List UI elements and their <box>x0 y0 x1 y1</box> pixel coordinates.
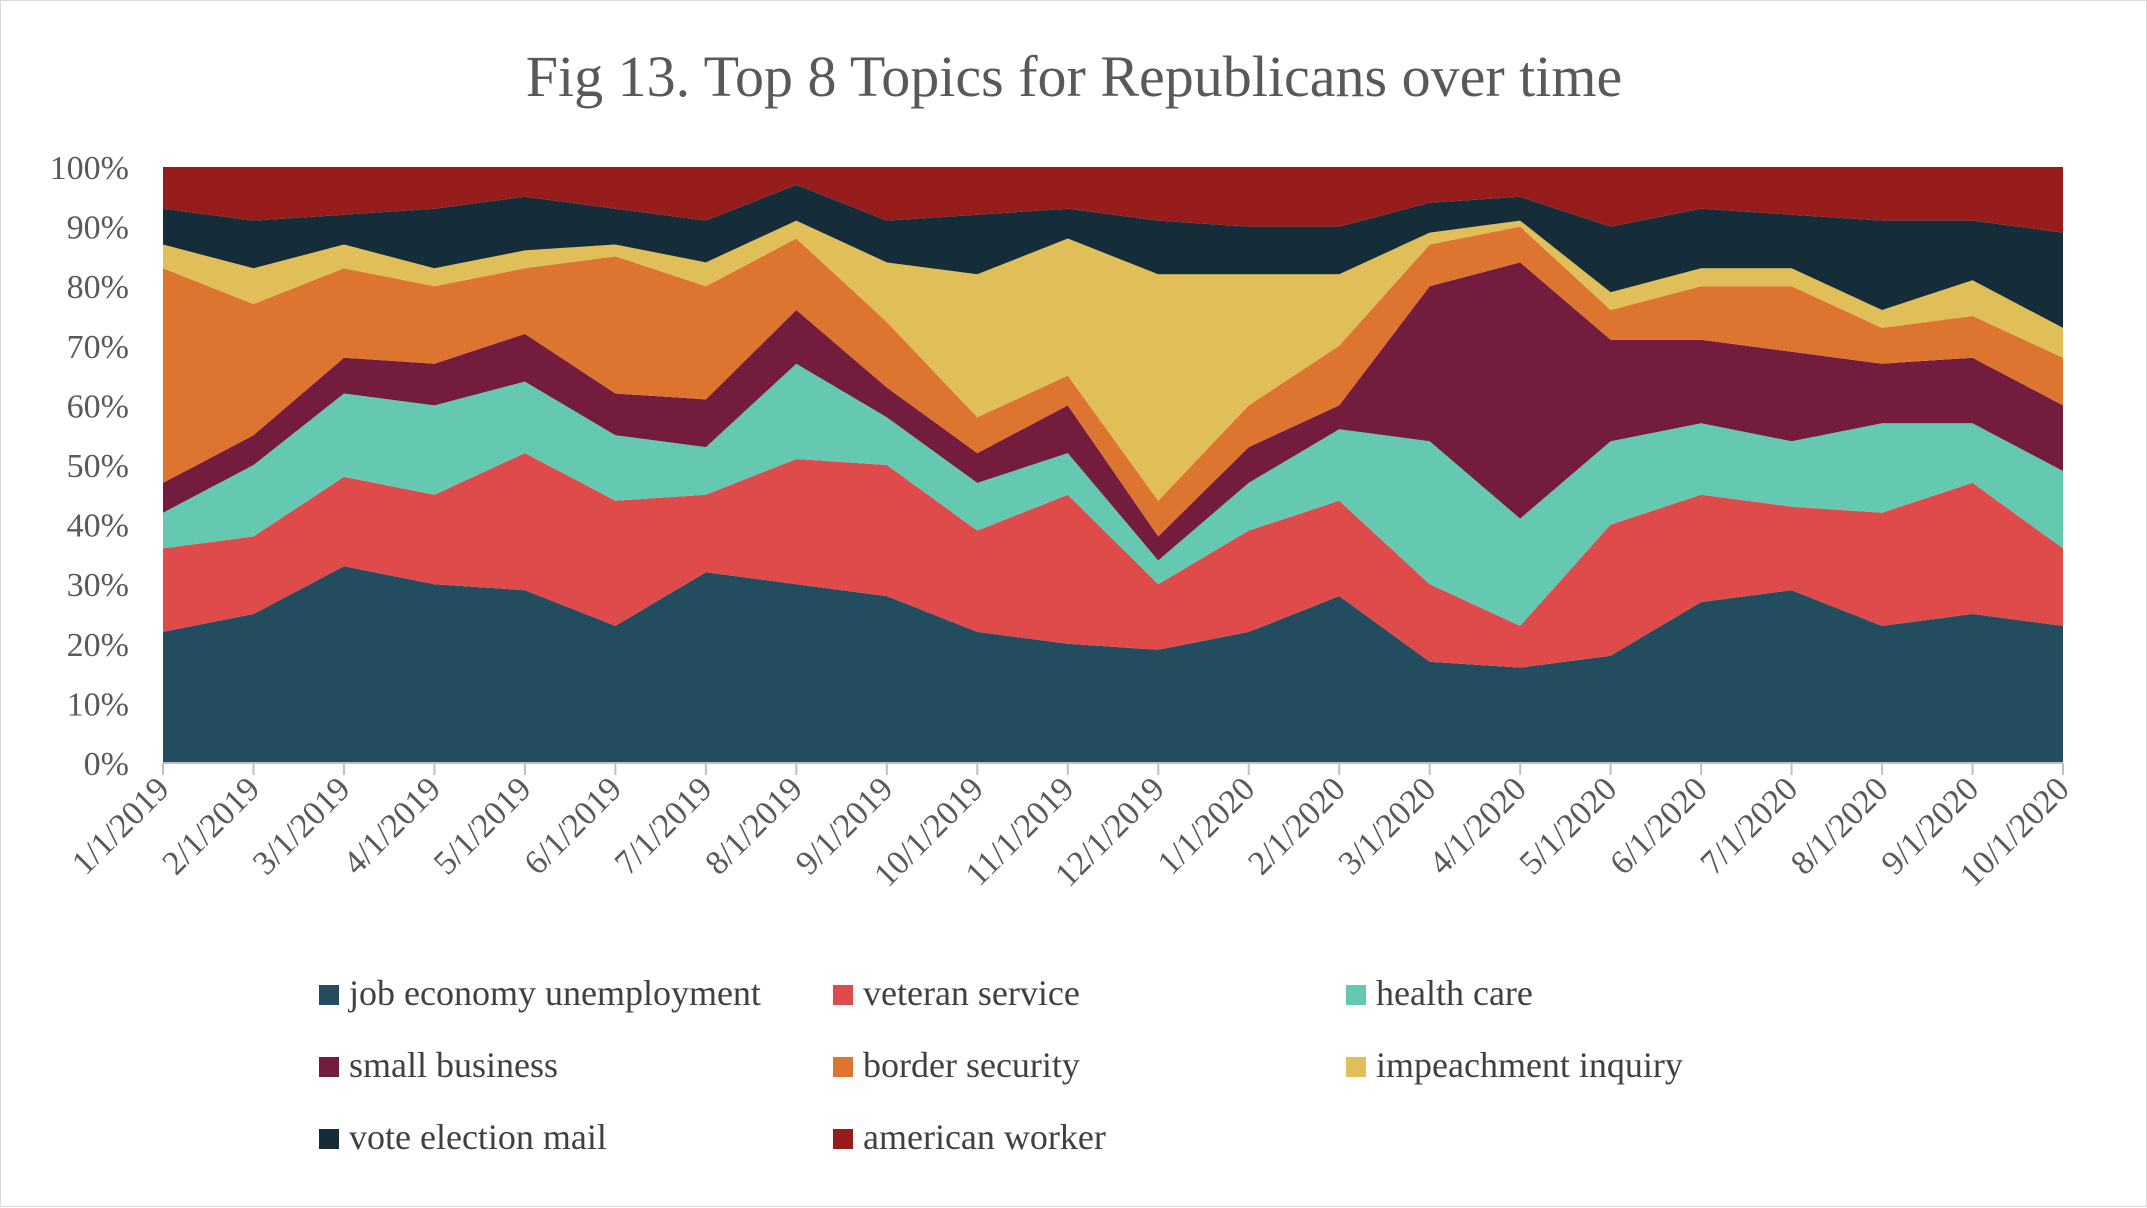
y-tick-label: 50% <box>67 448 129 485</box>
legend-label-veteran-service: veteran service <box>863 973 1080 1013</box>
x-tick-label: 6/1/2019 <box>517 770 629 882</box>
y-tick-label: 40% <box>67 508 129 545</box>
area-veteran-service <box>163 453 2063 668</box>
legend-swatch-veteran-service <box>833 985 853 1005</box>
x-tick-label: 5/1/2019 <box>427 770 539 882</box>
y-tick-label: 10% <box>67 686 129 723</box>
x-tick-label: 2/1/2019 <box>155 770 267 882</box>
x-tick-label: 4/1/2020 <box>1422 770 1534 882</box>
area-impeachment-inquiry <box>163 220 2063 501</box>
legend-swatch-small-business <box>319 1057 339 1077</box>
y-tick-label: 90% <box>67 210 129 247</box>
legend-swatch-job-economy-unemployment <box>319 985 339 1005</box>
legend-label-american-worker: american worker <box>863 1117 1106 1157</box>
y-tick-label: 60% <box>67 388 129 425</box>
legend-label-job-economy-unemployment: job economy unemployment <box>347 973 761 1013</box>
area-small-business <box>163 262 2063 561</box>
legend-label-border-security: border security <box>863 1045 1080 1085</box>
x-tick-label: 3/1/2020 <box>1332 770 1444 882</box>
x-tick-label: 5/1/2020 <box>1513 770 1625 882</box>
legend-label-vote-election-mail: vote election mail <box>349 1117 607 1157</box>
area-health-care <box>163 363 2063 626</box>
legend-label-small-business: small business <box>349 1045 558 1085</box>
y-tick-label: 30% <box>67 567 129 604</box>
y-tick-label: 20% <box>67 627 129 664</box>
area-american-worker <box>163 167 2063 233</box>
legend-swatch-vote-election-mail <box>319 1129 339 1149</box>
x-tick-label: 8/1/2019 <box>698 770 810 882</box>
legend-label-health-care: health care <box>1376 973 1533 1013</box>
area-border-security <box>163 226 2063 537</box>
x-tick-label: 7/1/2019 <box>608 770 720 882</box>
x-tick-label: 2/1/2020 <box>1241 770 1353 882</box>
legend-label-impeachment-inquiry: impeachment inquiry <box>1376 1045 1683 1085</box>
legend-swatch-border-security <box>833 1057 853 1077</box>
y-tick-label: 80% <box>67 269 129 306</box>
x-tick-label: 8/1/2020 <box>1784 770 1896 882</box>
area-vote-election-mail <box>163 184 2063 328</box>
y-tick-label: 0% <box>84 746 129 783</box>
y-tick-label: 70% <box>67 329 129 366</box>
legend: job economy unemployment veteran service h… <box>319 973 1683 1157</box>
x-tick-label: 7/1/2020 <box>1694 770 1806 882</box>
y-tick-label: 100% <box>50 150 129 187</box>
x-tick-label: 1/1/2019 <box>65 770 177 882</box>
area-job-economy-unemployment <box>163 566 2063 763</box>
legend-swatch-american-worker <box>833 1129 853 1149</box>
x-tick-label: 3/1/2019 <box>246 770 358 882</box>
legend-swatch-impeachment-inquiry <box>1346 1057 1366 1077</box>
stacked-areas <box>163 167 2063 763</box>
x-tick-label: 1/1/2020 <box>1151 770 1263 882</box>
x-tick-label: 4/1/2019 <box>336 770 448 882</box>
x-tick-label: 6/1/2020 <box>1603 770 1715 882</box>
chart-title: Fig 13. Top 8 Topics for Republicans ove… <box>526 44 1622 109</box>
legend-swatch-health-care <box>1346 985 1366 1005</box>
